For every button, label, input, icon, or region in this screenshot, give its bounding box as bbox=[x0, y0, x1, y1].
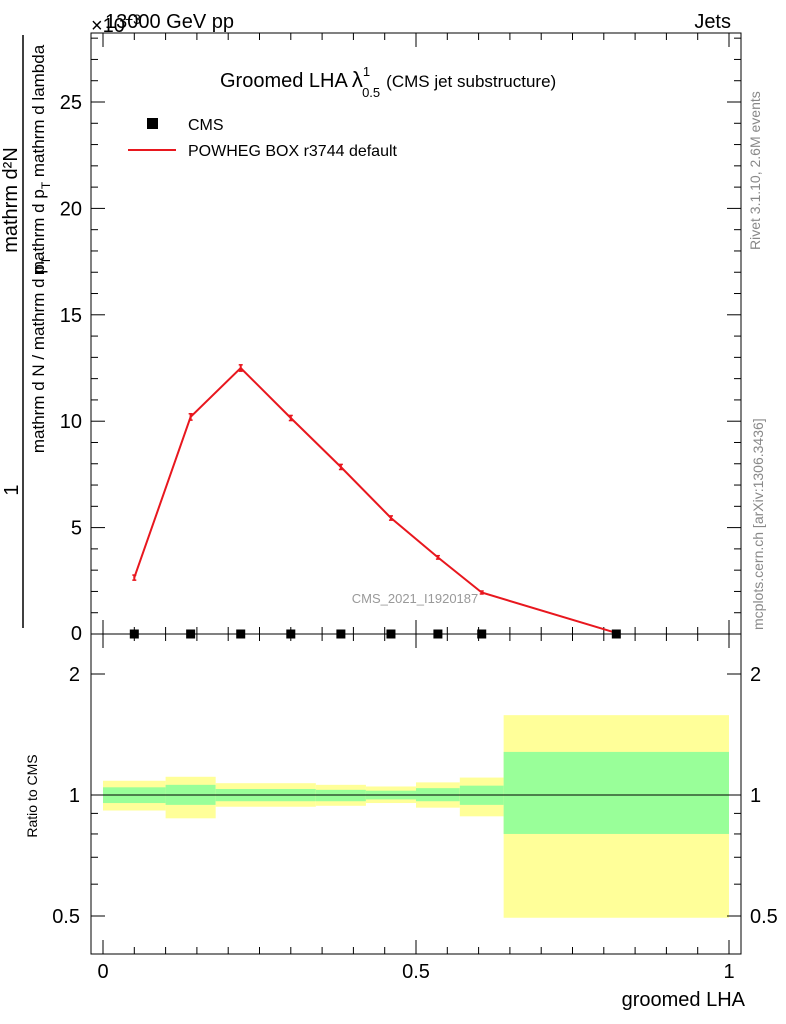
ratio-bands bbox=[103, 715, 729, 918]
ratio-band-inner bbox=[315, 789, 366, 802]
legend-cms-marker bbox=[147, 118, 158, 129]
y-tick-label: 10 bbox=[60, 411, 82, 433]
energy-label: 13000 GeV pp bbox=[105, 11, 234, 33]
y-tick-label: 5 bbox=[71, 518, 82, 540]
y-label-one: 1 bbox=[1, 484, 23, 495]
y-tick-label: 20 bbox=[60, 198, 82, 220]
top-y-tick-labels: 5 10 15 20 25 0 bbox=[60, 92, 82, 645]
ratio-band-inner bbox=[503, 751, 729, 834]
ratio-y-tick-label-left: 0.5 bbox=[52, 906, 80, 928]
y-label-differential: mathrm d pT mathrm d lambda bbox=[29, 44, 53, 275]
analysis-watermark: CMS_2021_I1920187 bbox=[352, 591, 479, 606]
ratio-y-tick-label-right: 0.5 bbox=[750, 906, 778, 928]
legend-mc-label: POWHEG BOX r3744 default bbox=[188, 143, 398, 160]
x-tick-label: 0 bbox=[97, 961, 108, 983]
mcplots-label: mcplots.cern.ch [arXiv:1306.3436] bbox=[750, 418, 766, 630]
legend-cms-label: CMS bbox=[188, 117, 224, 134]
ratio-y-tick-label-right: 2 bbox=[750, 664, 761, 686]
plot-title: Groomed LHA λ1 0.5(CMS jet substructure) bbox=[220, 64, 556, 100]
process-label: Jets bbox=[694, 11, 731, 33]
ratio-y-tick-label-left: 1 bbox=[69, 785, 80, 807]
bottom-axis-ticks bbox=[91, 634, 741, 954]
ratio-y-tick-label-left: 2 bbox=[69, 664, 80, 686]
y-tick-label: 15 bbox=[60, 305, 82, 327]
rivet-label: Rivet 3.1.10, 2.6M events bbox=[747, 91, 763, 250]
x-tick-label: 0.5 bbox=[402, 961, 430, 983]
y-label-denominator: mathrm d N / mathrm d pT bbox=[29, 256, 53, 453]
mc-curve bbox=[133, 366, 617, 634]
ratio-y-tick-label-right: 1 bbox=[750, 785, 761, 807]
y-tick-label: 25 bbox=[60, 92, 82, 114]
y-label-numerator: mathrm d²N bbox=[0, 147, 22, 253]
y-multiplier: ×10−3 bbox=[91, 11, 141, 37]
x-tick-labels: 0 0.5 1 bbox=[97, 961, 734, 983]
y-tick-label: 0 bbox=[71, 623, 82, 645]
x-axis-label: groomed LHA bbox=[622, 989, 746, 1011]
x-tick-label: 1 bbox=[723, 961, 734, 983]
ratio-y-label: Ratio to CMS bbox=[24, 754, 40, 837]
bottom-y-tick-labels: 0.5 0.5 1 1 2 2 bbox=[52, 664, 778, 928]
